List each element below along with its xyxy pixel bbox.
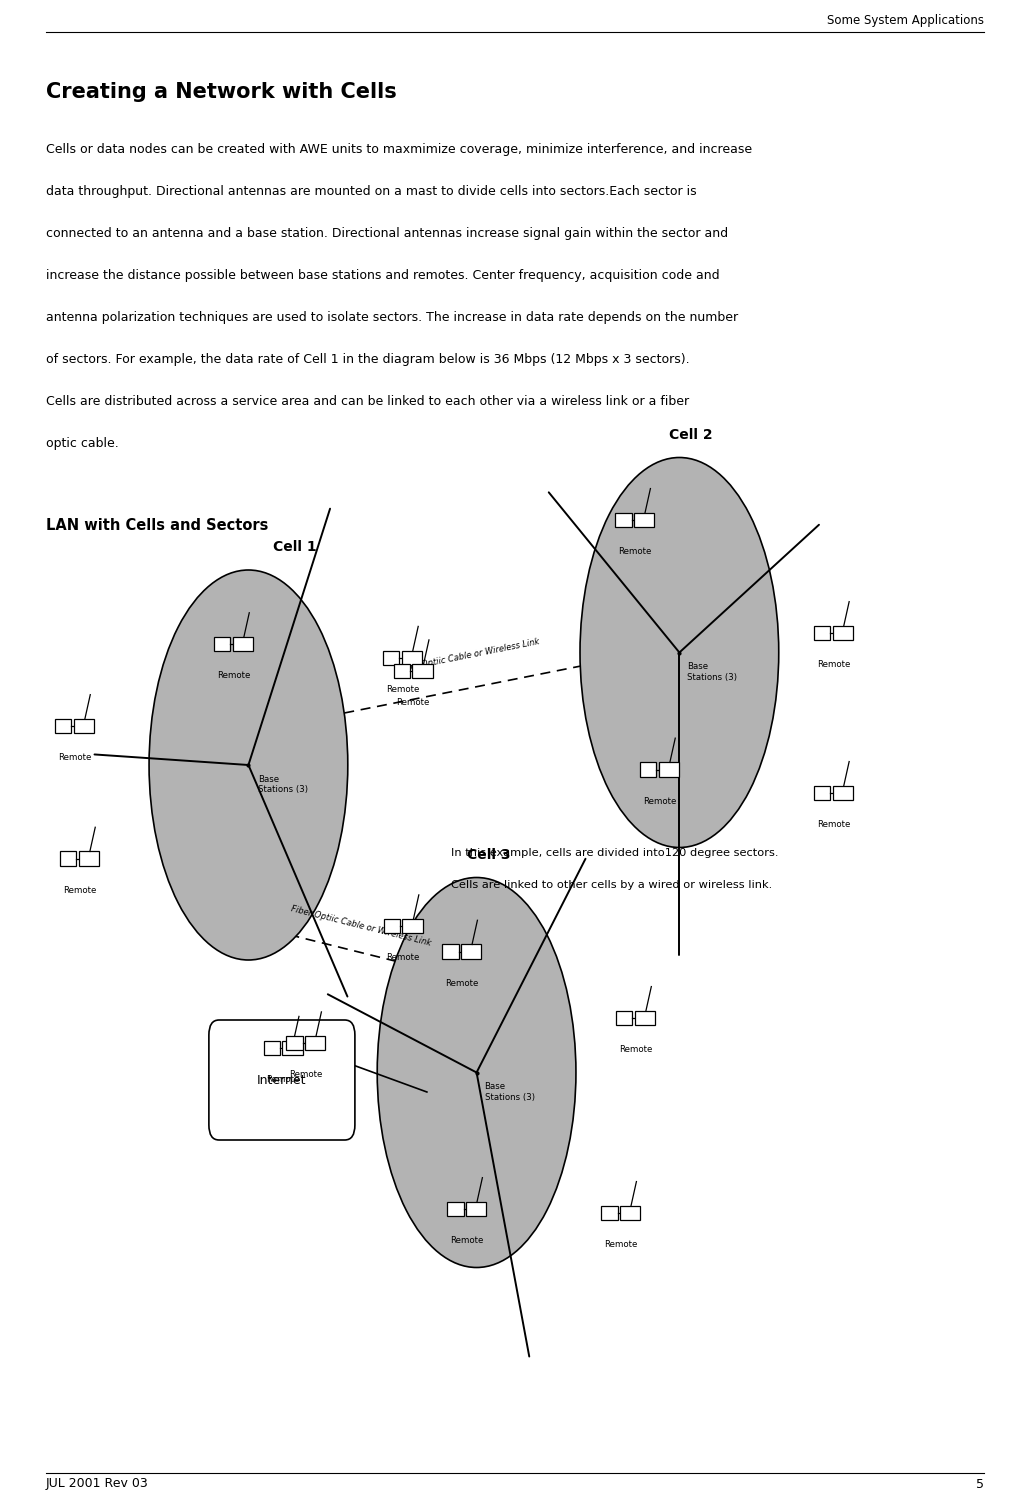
Text: Fiber Optiic Cable or Wireless Link: Fiber Optiic Cable or Wireless Link <box>397 638 540 675</box>
FancyBboxPatch shape <box>209 1020 355 1140</box>
Text: In this example, cells are divided into120 degree sectors.: In this example, cells are divided into1… <box>451 847 779 858</box>
Bar <box>659 762 679 777</box>
Text: Cells are linked to other cells by a wired or wireless link.: Cells are linked to other cells by a wir… <box>451 880 773 891</box>
Text: Remote: Remote <box>618 548 651 556</box>
Bar <box>442 945 458 958</box>
Text: Remote: Remote <box>816 660 850 669</box>
Bar <box>447 1202 463 1216</box>
Ellipse shape <box>149 570 348 960</box>
Text: Internet: Internet <box>258 1074 306 1086</box>
Text: Creating a Network with Cells: Creating a Network with Cells <box>46 82 396 102</box>
Bar <box>74 718 94 734</box>
Text: Remote: Remote <box>289 1071 322 1080</box>
Bar <box>305 1036 325 1050</box>
Text: 5: 5 <box>975 1478 984 1491</box>
Bar <box>403 920 423 933</box>
Bar <box>465 1202 486 1216</box>
Text: increase the distance possible between base stations and remotes. Center frequen: increase the distance possible between b… <box>46 268 719 282</box>
Text: Remote: Remote <box>217 670 250 680</box>
Bar <box>634 513 654 526</box>
Text: connected to an antenna and a base station. Directional antennas increase signal: connected to an antenna and a base stati… <box>46 226 728 240</box>
Text: Cell 2: Cell 2 <box>669 427 713 442</box>
Text: optic cable.: optic cable. <box>46 436 119 450</box>
Bar <box>413 664 433 678</box>
Text: Base
Stations (3): Base Stations (3) <box>687 663 737 681</box>
Bar <box>60 852 76 865</box>
Text: Remote: Remote <box>58 753 91 762</box>
Text: data throughput. Directional antennas are mounted on a mast to divide cells into: data throughput. Directional antennas ar… <box>46 184 697 198</box>
Text: Cells or data nodes can be created with AWE units to maxmimize coverage, minimiz: Cells or data nodes can be created with … <box>46 142 751 156</box>
Text: JUL 2001 Rev 03: JUL 2001 Rev 03 <box>46 1478 148 1491</box>
Text: Remote: Remote <box>619 1046 652 1054</box>
Text: Remote: Remote <box>386 954 420 963</box>
Bar <box>393 664 410 678</box>
Bar <box>617 1011 633 1025</box>
Text: Remote: Remote <box>445 978 479 987</box>
Bar <box>214 638 230 651</box>
Bar <box>55 718 71 734</box>
Text: Remote: Remote <box>643 796 676 806</box>
Text: Cells are distributed across a service area and can be linked to each other via : Cells are distributed across a service a… <box>46 394 689 408</box>
Bar <box>601 1206 618 1219</box>
Bar <box>832 786 853 800</box>
Text: Fiber Optiic Cable or Wireless Link: Fiber Optiic Cable or Wireless Link <box>290 904 432 948</box>
Bar <box>814 626 830 640</box>
Text: Remote: Remote <box>385 684 419 693</box>
Text: Remote: Remote <box>816 821 850 830</box>
Text: Remote: Remote <box>267 1074 300 1083</box>
Bar <box>620 1206 640 1219</box>
Bar <box>832 626 853 640</box>
Text: Remote: Remote <box>63 885 96 894</box>
Bar <box>615 513 632 526</box>
Text: Base
Stations (3): Base Stations (3) <box>259 776 308 794</box>
Bar <box>283 1041 302 1054</box>
Text: Cell 1: Cell 1 <box>274 540 317 555</box>
Text: Cell 3: Cell 3 <box>466 847 510 862</box>
Text: Some System Applications: Some System Applications <box>826 13 984 27</box>
Text: of sectors. For example, the data rate of Cell 1 in the diagram below is 36 Mbps: of sectors. For example, the data rate o… <box>46 352 690 366</box>
Ellipse shape <box>377 878 576 1268</box>
Bar <box>233 638 252 651</box>
Bar <box>264 1041 280 1054</box>
Text: LAN with Cells and Sectors: LAN with Cells and Sectors <box>46 518 268 532</box>
Text: Remote: Remote <box>604 1240 638 1250</box>
Bar <box>383 920 400 933</box>
Bar <box>640 762 656 777</box>
Bar <box>635 1011 655 1025</box>
Bar <box>814 786 830 800</box>
Bar <box>79 852 99 865</box>
Bar <box>286 1036 302 1050</box>
Text: Remote: Remote <box>450 1236 484 1245</box>
Text: Base
Stations (3): Base Stations (3) <box>485 1083 534 1101</box>
Bar <box>402 651 422 664</box>
Text: Remote: Remote <box>396 699 430 708</box>
Text: antenna polarization techniques are used to isolate sectors. The increase in dat: antenna polarization techniques are used… <box>46 310 738 324</box>
Bar <box>383 651 400 664</box>
Ellipse shape <box>580 458 779 848</box>
Bar <box>461 945 481 958</box>
